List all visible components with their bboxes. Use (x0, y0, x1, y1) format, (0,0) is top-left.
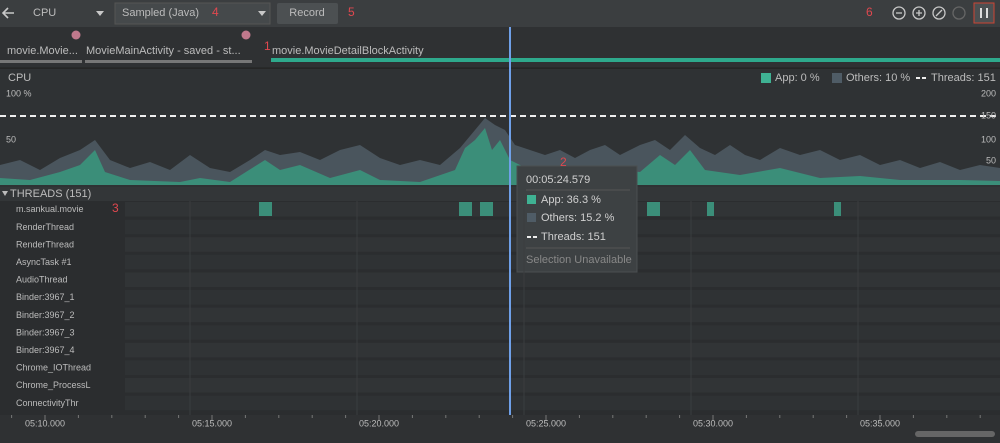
thread-track (125, 272, 1000, 287)
timeline (0, 415, 1000, 443)
right-axis-label: 50 (986, 155, 996, 165)
pause-icon (980, 8, 988, 18)
time-label: 05:35.000 (860, 418, 900, 428)
thread-name: ConnectivityThr (16, 398, 79, 408)
thread-track (125, 378, 1000, 393)
right-axis-label: 100 (981, 134, 996, 144)
config-select-box[interactable] (114, 2, 271, 25)
legend-label: Threads: 151 (931, 72, 996, 84)
thread-name: AudioThread (16, 275, 68, 285)
annotation: 5 (348, 5, 355, 19)
tooltip-time: 00:05:24.579 (526, 174, 590, 186)
zoom-out[interactable] (892, 6, 906, 20)
annotation: 6 (866, 5, 873, 19)
profiler-select[interactable]: CPU (33, 7, 56, 19)
thread-name: AsyncTask #1 (16, 257, 72, 267)
tooltip-swatch (527, 213, 536, 222)
dropdown-arrow (96, 11, 104, 16)
annotation: 3 (112, 201, 119, 215)
time-label: 05:15.000 (192, 418, 232, 428)
legend-swatch (761, 73, 771, 83)
app-area (0, 128, 1000, 185)
cpu-title: CPU (8, 72, 31, 84)
thread-name: RenderThread (16, 239, 74, 249)
zoom-controls (892, 6, 966, 20)
tooltip-item: App: 36.3 % (541, 194, 601, 206)
collapse-arrow[interactable] (2, 191, 8, 196)
event-dot (241, 30, 251, 40)
threads-header (0, 187, 1000, 201)
right-axis-label: 150 (981, 110, 996, 120)
activity-bar-active (271, 58, 1000, 62)
thread-name: Chrome_IOThread (16, 363, 91, 373)
thread-name: Binder:3967_3 (16, 327, 75, 337)
thread-track (125, 395, 1000, 411)
thread-name: RenderThread (16, 222, 74, 232)
tooltip (516, 165, 638, 273)
pause-button[interactable] (973, 2, 995, 24)
reset-zoom[interactable] (932, 6, 946, 20)
thread-name: m.sankual.movie (16, 204, 84, 214)
zoom-in[interactable] (912, 6, 926, 20)
config-select[interactable]: Sampled (Java) (122, 7, 199, 19)
thread-track (125, 290, 1000, 305)
tooltip-swatch (527, 195, 536, 204)
tooltip-item: Threads: 151 (541, 231, 606, 243)
legend-label: Others: 10 % (846, 72, 910, 84)
thread-activity (259, 202, 841, 216)
tooltip-item: Others: 15.2 % (541, 212, 615, 224)
thread-track (125, 325, 1000, 340)
timeline-labels: 05:10.000 05:15.000 05:20.000 05:25.000 05:3… (11, 415, 981, 428)
thread-track (125, 342, 1000, 358)
thread-track (125, 360, 1000, 375)
event-dot (71, 30, 81, 40)
left-axis-label: 100 % (6, 88, 32, 98)
thread-name: Chrome_ProcessL (16, 380, 91, 390)
activity-bar (0, 60, 82, 63)
activity-label: movie.Movie... (7, 45, 78, 57)
legend-swatch (832, 73, 842, 83)
activity-bar (85, 60, 252, 63)
annotation: 1 (264, 39, 271, 53)
thread-track (125, 307, 1000, 323)
annotation: 2 (560, 155, 567, 169)
annotation: 4 (212, 5, 219, 19)
time-label: 05:30.000 (693, 418, 733, 428)
thread-name: Binder:3967_4 (16, 345, 75, 355)
legend-label: App: 0 % (775, 72, 820, 84)
right-axis-label: 200 (981, 88, 996, 98)
record-label[interactable]: Record (289, 7, 324, 19)
record-button[interactable] (277, 3, 338, 24)
left-axis-label: 50 (6, 134, 16, 144)
activity-label: MovieMainActivity - saved - st... (86, 45, 241, 57)
time-label: 05:10.000 (25, 418, 65, 428)
activity-label: movie.MovieDetailBlockActivity (272, 45, 424, 57)
thread-name: Binder:3967_2 (16, 310, 75, 320)
jump-live[interactable] (952, 6, 966, 20)
time-label: 05:20.000 (359, 418, 399, 428)
dropdown-arrow (258, 11, 266, 16)
threads-header-label[interactable]: THREADS (151) (10, 188, 91, 200)
scrollbar[interactable] (915, 431, 995, 437)
tooltip-note: Selection Unavailable (526, 254, 632, 266)
back-button[interactable] (1, 7, 14, 19)
time-label: 05:25.000 (526, 418, 566, 428)
thread-name: Binder:3967_1 (16, 292, 75, 302)
